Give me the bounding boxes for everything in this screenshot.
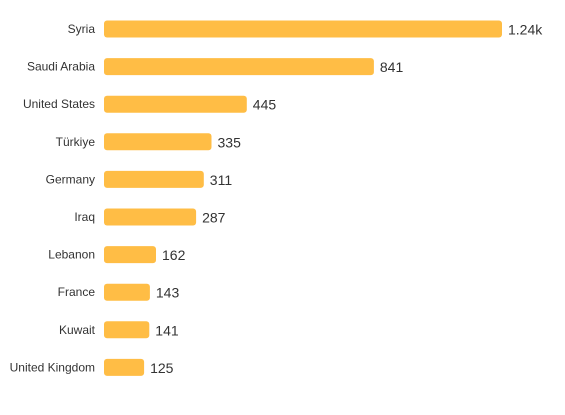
bar-iraq <box>104 208 197 226</box>
category-label-iraq: Iraq <box>74 210 95 224</box>
category-label-turkiye: Türkiye <box>56 135 96 149</box>
value-label-germany: 311 <box>210 172 233 188</box>
bar-france <box>104 283 150 301</box>
value-labels-group: 1.24k 841 445 335 311 287 162 143 141 125 <box>150 22 543 376</box>
value-label-turkiye: 335 <box>218 134 242 150</box>
category-label-lebanon: Lebanon <box>48 248 95 262</box>
category-label-united-kingdom: United Kingdom <box>10 360 95 374</box>
category-label-france: France <box>58 285 96 299</box>
bar-united-states <box>104 95 247 113</box>
bar-germany <box>104 170 204 188</box>
bar-turkiye <box>104 133 212 151</box>
value-label-iraq: 287 <box>202 210 226 226</box>
bar-united-kingdom <box>104 358 145 376</box>
value-label-united-kingdom: 125 <box>150 360 174 376</box>
category-label-kuwait: Kuwait <box>59 323 96 337</box>
value-label-syria: 1.24k <box>508 22 543 38</box>
category-label-saudi-arabia: Saudi Arabia <box>27 60 95 74</box>
bars-group <box>104 20 502 376</box>
value-label-united-states: 445 <box>253 97 277 113</box>
category-label-syria: Syria <box>68 22 96 36</box>
value-label-france: 143 <box>156 285 180 301</box>
category-labels-group: Syria Saudi Arabia United States Türkiye Ger… <box>10 22 96 374</box>
bar-lebanon <box>104 246 156 264</box>
value-label-saudi-arabia: 841 <box>380 59 404 75</box>
value-label-lebanon: 162 <box>162 247 186 263</box>
bar-syria <box>104 20 502 38</box>
category-label-germany: Germany <box>46 172 95 186</box>
bar-saudi-arabia <box>104 58 374 76</box>
category-label-united-states: United States <box>23 97 95 111</box>
value-label-kuwait: 141 <box>155 322 179 338</box>
bar-kuwait <box>104 321 150 339</box>
